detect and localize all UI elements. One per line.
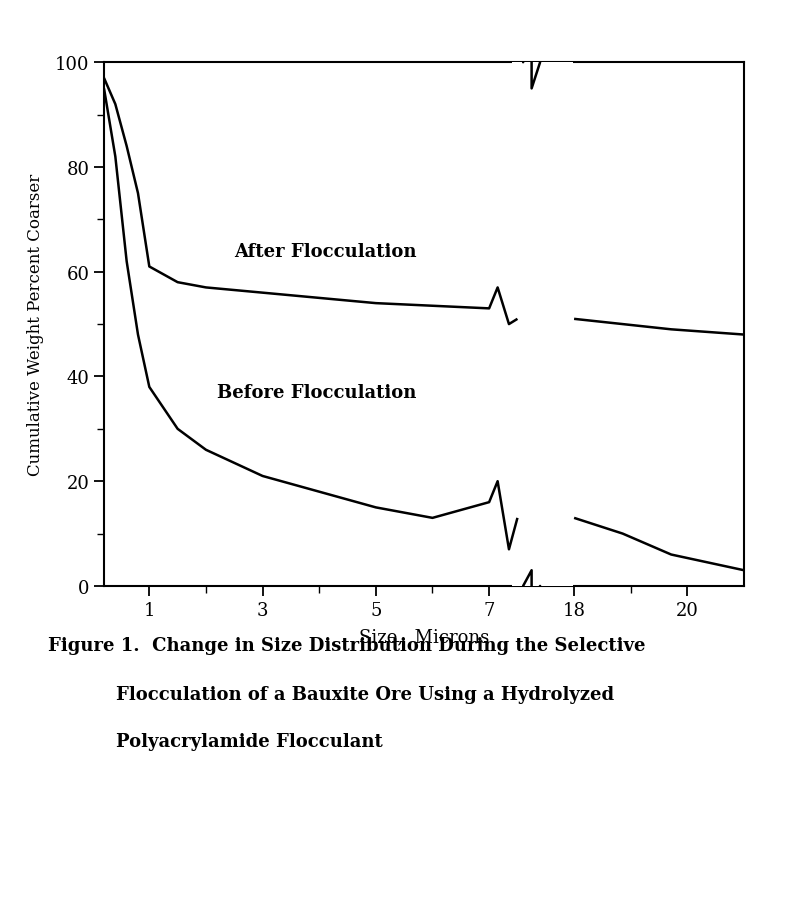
X-axis label: Size,  Microns: Size, Microns	[359, 627, 489, 645]
Text: Figure 1.  Change in Size Distribution During the Selective: Figure 1. Change in Size Distribution Du…	[48, 636, 646, 654]
Bar	[512, 52, 551, 69]
Text: Flocculation of a Bauxite Ore Using a Hydrolyzed: Flocculation of a Bauxite Ore Using a Hy…	[116, 686, 614, 704]
Text: Before Flocculation: Before Flocculation	[218, 383, 417, 401]
Y-axis label: Cumulative Weight Percent Coarser: Cumulative Weight Percent Coarser	[27, 174, 44, 475]
Text: Polyacrylamide Flocculant: Polyacrylamide Flocculant	[116, 732, 382, 750]
Bar	[512, 581, 551, 594]
Text: After Flocculation: After Flocculation	[234, 243, 417, 261]
Bar	[518, 48, 573, 597]
